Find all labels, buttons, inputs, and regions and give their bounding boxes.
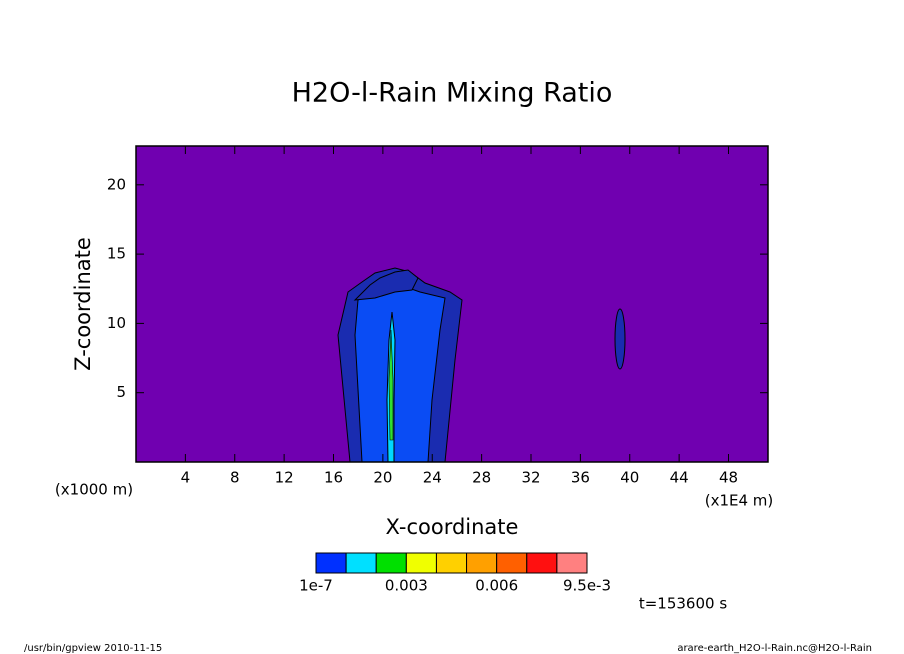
contour-region [354,284,446,463]
colorbar-label: 0.006 [475,577,518,595]
x-tick-label: 44 [670,469,689,487]
contour-field [337,267,626,463]
colorbar-label: 0.003 [385,577,428,595]
footer-left: /usr/bin/gpview 2010-11-15 [24,643,162,654]
contour-region [388,329,394,441]
plot-frame [135,145,769,463]
colorbar-box [526,552,558,574]
x-tick-label: 36 [571,469,590,487]
y-tick-label: 5 [116,383,126,401]
colorbar-label: 1e-7 [299,577,333,595]
y-tick-label: 10 [107,314,126,332]
colorbar-box [496,552,528,574]
x-tick-label: 8 [230,469,240,487]
y-tick-label: 20 [107,175,126,193]
x-axis-title: X-coordinate [386,515,519,539]
colorbar-box [435,552,468,574]
x-tick-label: 4 [181,469,191,487]
x-tick-label: 48 [719,469,738,487]
contour-region [614,308,626,370]
colorbar-box [466,552,498,574]
contour-region [353,269,419,301]
time-label: t=153600 s [639,595,727,613]
colorbar-box [315,552,347,574]
x-tick-label: 24 [423,469,442,487]
colorbar-box [375,552,407,574]
x-tick-label: 32 [521,469,540,487]
x-tick-label: 16 [324,469,343,487]
y-unit: (x1000 m) [55,481,133,499]
colorbar-box [556,552,588,574]
chart-title: H2O-l-Rain Mixing Ratio [292,78,613,109]
x-tick-label: 20 [373,469,392,487]
y-axis-title: Z-coordinate [71,237,95,371]
x-unit: (x1E4 m) [705,492,774,510]
footer-right: arare-earth_H2O-l-Rain.nc@H2O-l-Rain [677,643,872,654]
colorbar-box [345,552,377,574]
y-tick-label: 15 [107,245,126,263]
x-tick-label: 12 [275,469,294,487]
x-tick-label: 40 [620,469,639,487]
colorbar-label: 9.5e-3 [563,577,611,595]
colorbar-box [405,552,437,574]
x-tick-label: 28 [472,469,491,487]
